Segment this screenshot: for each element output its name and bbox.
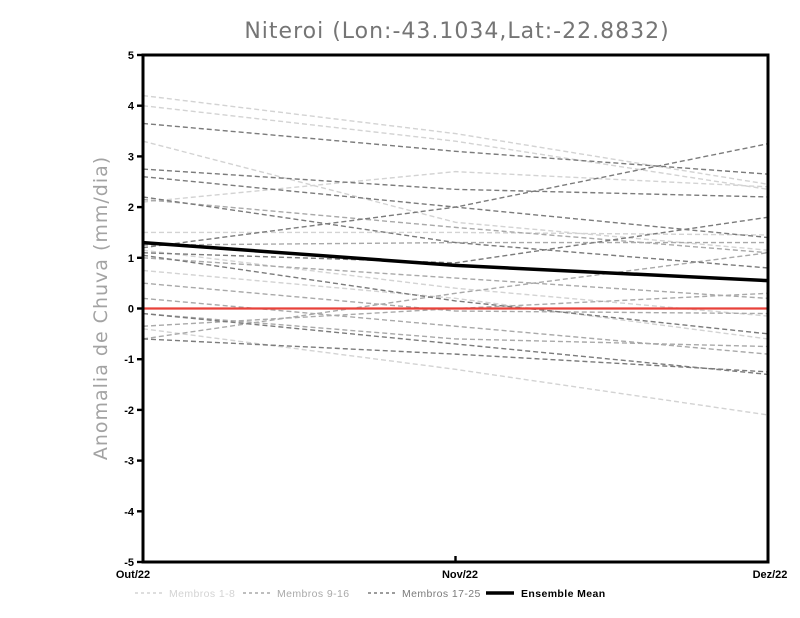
member-line-g1-7: [142, 269, 769, 340]
y-tick-label: -5: [124, 557, 134, 569]
x-tick-label-dez: Dez/22: [753, 569, 788, 581]
y-tick-label: -4: [124, 506, 135, 518]
x-tick-label-nov: Nov/22: [442, 569, 478, 581]
member-line-g3-4: [142, 196, 769, 269]
member-line-g3-9: [142, 338, 769, 373]
member-line-g3-8: [142, 312, 769, 376]
member-line-g3-6: [142, 216, 769, 264]
y-tick-label: -2: [124, 405, 134, 417]
member-line-g2-5: [142, 297, 769, 355]
chart-title: Niteroi (Lon:-43.1034,Lat:-22.8832): [244, 19, 669, 44]
member-line-g1-3: [142, 140, 769, 251]
y-tick-label: 3: [128, 151, 134, 163]
legend-label-members-17-25: Membros 17-25: [402, 588, 481, 600]
legend-label-ensemble-mean: Ensemble Mean: [521, 588, 606, 600]
member-line-g2-4: [142, 282, 769, 315]
member-line-g3-2: [142, 168, 769, 198]
member-line-g1-2: [142, 105, 769, 191]
axis-ticks-layer: 5 4 3 2 1 0 -1 -2 -3 -4 -5: [124, 50, 770, 569]
y-tick-label: 2: [128, 202, 134, 214]
y-tick-label: 0: [128, 304, 134, 316]
ensemble-mean-line: [142, 240, 769, 283]
member-line-g3-5: [142, 143, 769, 249]
member-line-g3-1: [142, 122, 769, 175]
legend-label-members-9-16: Membros 9-16: [277, 588, 350, 600]
member-line-g1-5: [143, 231, 769, 236]
member-line-g2-3: [142, 257, 769, 300]
legend: Membros 1-8 Membros 9-16 Membros 17-25 E…: [135, 588, 606, 600]
member-line-g3-7: [142, 254, 769, 335]
x-tick-label-out: Out/22: [116, 569, 150, 581]
y-axis-title: Anomalia de Chuva (mm/dia): [90, 156, 112, 460]
member-line-g1-6: [142, 249, 769, 317]
y-tick-label: 4: [128, 101, 135, 113]
member-line-g2-1: [142, 198, 769, 254]
member-line-g1-8: [142, 328, 769, 416]
member-line-g1-4: [142, 170, 769, 203]
member-line-g1-1: [142, 94, 769, 185]
member-line-g2-6: [142, 312, 769, 348]
y-tick-label: -3: [124, 456, 134, 468]
y-tick-label: -1: [124, 354, 134, 366]
y-tick-label: 1: [128, 253, 134, 265]
plot-series-layer: [142, 94, 769, 416]
y-tick-label: 5: [128, 50, 134, 62]
legend-label-members-1-8: Membros 1-8: [169, 588, 235, 600]
